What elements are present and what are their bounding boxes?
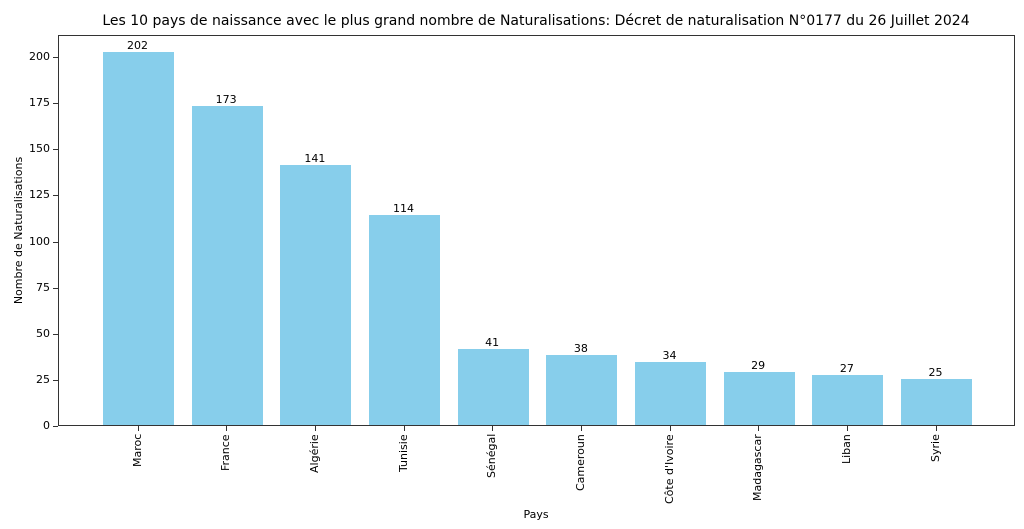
x-tick-label: Madagascar: [751, 434, 765, 501]
y-tick-label: 75: [36, 280, 50, 294]
x-tick: [137, 426, 139, 431]
bar: [812, 375, 884, 425]
x-tick: [492, 426, 494, 431]
y-tick: [53, 241, 58, 243]
x-tick: [935, 426, 937, 431]
y-tick: [53, 195, 58, 197]
x-tick-label: France: [219, 434, 233, 471]
bar: [280, 164, 352, 425]
bar-value-label: 38: [573, 341, 588, 355]
bar: [457, 349, 529, 425]
bar: [546, 354, 618, 425]
bar-value-label: 141: [304, 151, 326, 165]
x-tick: [846, 426, 848, 431]
y-tick-label: 150: [29, 142, 50, 156]
y-tick: [53, 333, 58, 335]
x-tick-label: Algérie: [307, 434, 321, 473]
bar: [103, 52, 174, 425]
bar: [635, 362, 706, 425]
bar-value-label: 202: [127, 39, 148, 53]
y-tick-label: 200: [29, 50, 50, 64]
x-tick: [580, 426, 582, 431]
y-tick: [53, 426, 58, 427]
x-tick: [758, 426, 760, 431]
y-tick-label: 175: [29, 96, 50, 110]
bar: [901, 378, 972, 425]
bar-value-label: 34: [662, 349, 677, 363]
x-tick-label: Maroc: [130, 433, 144, 467]
x-tick: [226, 426, 228, 431]
y-tick: [53, 287, 58, 289]
x-axis-label: Pays: [523, 508, 549, 521]
x-tick: [403, 426, 405, 431]
x-tick: [314, 426, 316, 431]
y-tick-label: 125: [29, 188, 50, 202]
bar-value-label: 173: [215, 92, 237, 106]
y-tick-label: 0: [43, 419, 50, 432]
bar-value-label: 114: [393, 201, 414, 215]
x-tick-label: Sénégal: [485, 433, 499, 478]
y-tick-label: 25: [36, 372, 50, 386]
y-tick-label: 100: [29, 234, 50, 248]
x-tick-label: Tunisie: [396, 434, 410, 472]
x-tick-label: Cameroun: [573, 434, 587, 491]
chart-title: Les 10 pays de naissance avec le plus gr…: [102, 13, 970, 29]
y-axis-label: Nombre de Naturalisations: [11, 156, 25, 305]
bar: [191, 105, 263, 425]
bar: [723, 371, 795, 425]
x-tick-label: Syrie: [928, 434, 942, 462]
x-tick-label: Liban: [839, 434, 853, 464]
y-tick: [53, 379, 58, 381]
x-tick-label: Côte d'Ivoire: [662, 434, 676, 504]
bar-value-label: 25: [928, 365, 943, 379]
bar-value-label: 29: [751, 358, 766, 372]
bar: [369, 214, 440, 425]
y-tick-label: 50: [36, 326, 50, 340]
y-tick: [53, 149, 58, 151]
bar-value-label: 41: [485, 336, 500, 350]
plot-area: [58, 35, 1015, 426]
x-tick: [669, 426, 671, 431]
bar-value-label: 27: [839, 362, 854, 376]
y-tick: [53, 103, 58, 105]
y-tick: [53, 57, 58, 59]
